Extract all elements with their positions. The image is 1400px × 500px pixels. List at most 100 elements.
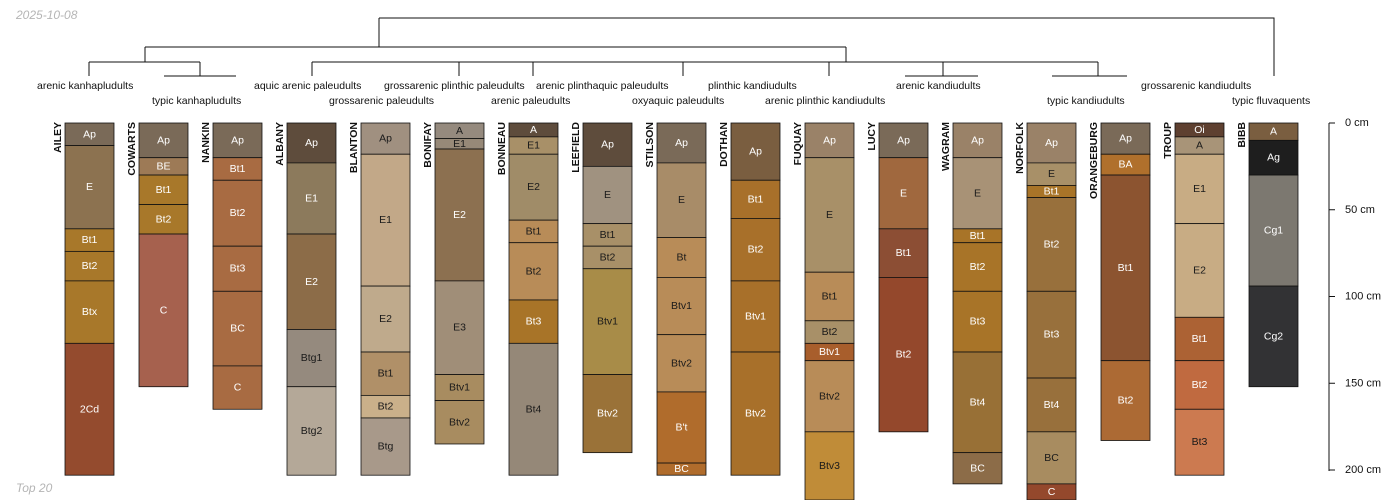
horizon-label: E1	[527, 140, 540, 152]
horizon-label: E2	[527, 181, 540, 193]
horizon-label: A	[1270, 126, 1277, 138]
soil-profile: Ap E1 E2 Btg1 Btg2 ALBANY	[274, 122, 337, 476]
horizon-label: A	[1196, 140, 1203, 152]
profile-name: BLANTON	[348, 122, 360, 173]
horizon-block	[804, 431, 855, 500]
horizon-label: Bt2	[748, 244, 764, 256]
depth-tick-label: 200 cm	[1345, 464, 1381, 476]
horizon-label: BC	[230, 323, 245, 335]
horizon-label: E2	[453, 209, 466, 221]
horizon-block	[804, 360, 855, 433]
horizon-label: Bt1	[526, 225, 542, 237]
horizon-block	[656, 162, 707, 238]
profile-name: ALBANY	[274, 122, 286, 166]
taxon-label: arenic kanhapludults	[37, 80, 133, 92]
horizon-label: B't	[676, 421, 688, 433]
horizon-block	[952, 122, 1003, 159]
horizon-label: Btv1	[819, 346, 840, 358]
horizon-label: Bt4	[1044, 399, 1060, 411]
horizon-label: Bt3	[526, 316, 542, 328]
horizon-label: 2Cd	[80, 403, 99, 415]
horizon-block	[1248, 139, 1299, 176]
horizon-label: Oi	[1194, 124, 1205, 136]
horizon-block	[730, 351, 781, 476]
horizon-block	[1174, 153, 1225, 225]
horizon-label: Btv1	[597, 316, 618, 328]
horizon-block	[952, 351, 1003, 454]
soil-profile: AE1 E2 E3 Btv1 Btv2 BONIFAY	[422, 122, 485, 445]
soil-profile: Ap BA Bt1 Bt2 ORANGEBURG	[1088, 122, 1151, 441]
horizon-label: A	[456, 125, 463, 137]
horizon-label: Bt4	[970, 396, 986, 408]
horizon-block	[360, 417, 411, 476]
horizon-label: Bt1	[600, 229, 616, 241]
horizon-label: Btx	[82, 306, 98, 318]
horizon-block	[434, 280, 485, 375]
horizon-label: Bt1	[896, 247, 912, 259]
soil-profile: Ap E Bt1 Bt2 LUCY	[866, 122, 929, 433]
horizon-block	[730, 280, 781, 353]
taxon-label: arenic plinthic kandiudults	[765, 95, 885, 107]
horizon-label: Ap	[897, 134, 910, 146]
horizon-label: Ap	[83, 128, 96, 140]
horizon-block	[286, 122, 337, 164]
horizon-label: Cg1	[1264, 225, 1283, 237]
horizon-label: E1	[379, 214, 392, 226]
horizon-block	[1248, 285, 1299, 388]
horizon-label: Bt1	[1192, 333, 1208, 345]
horizon-block	[656, 462, 707, 476]
horizon-block	[952, 452, 1003, 485]
horizon-label: E2	[1193, 264, 1206, 276]
date-label: 2025-10-08	[16, 8, 78, 22]
horizon-label: Ap	[823, 134, 836, 146]
profile-name: DOTHAN	[718, 122, 730, 167]
horizon-label: Bt1	[82, 234, 98, 246]
horizon-label: C	[234, 382, 242, 394]
soil-profile: Ap E Bt1 Bt2 Bt3 Bt4 BC WAGRAM	[940, 122, 1003, 485]
horizon-label: Bt2	[896, 349, 912, 361]
horizon-block	[1026, 431, 1077, 485]
horizon-label: Bt1	[1118, 262, 1134, 274]
soil-profile: Oi A E1 E2 Bt1 Bt2 Bt3 TROUP	[1162, 122, 1225, 476]
horizon-block	[730, 179, 781, 219]
profile-name: NANKIN	[200, 122, 212, 163]
soil-profile: Ap E Bt1 Bt2 Btv1 Btv2 Btv3 FUQUAY	[792, 122, 855, 500]
horizon-block	[1026, 483, 1077, 500]
horizon-block	[1174, 223, 1225, 318]
horizon-block	[508, 342, 559, 476]
horizon-block	[656, 237, 707, 278]
horizon-label: BE	[156, 160, 170, 172]
horizon-label: BA	[1118, 159, 1132, 171]
soil-profile: Ap E Bt1 Bt2 Btv1 Btv2 LEEFIELD	[570, 122, 633, 454]
horizon-label: Btv2	[671, 357, 692, 369]
soil-profile: Ap Bt1 Bt2 Btv1 Btv2 DOTHAN	[718, 122, 781, 476]
taxon-label: typic fluvaquents	[1232, 95, 1310, 107]
horizon-block	[1026, 377, 1077, 433]
horizon-block	[64, 145, 115, 230]
horizon-label: Bt3	[970, 316, 986, 328]
horizon-block	[1026, 197, 1077, 292]
horizon-label: Btg	[378, 441, 394, 453]
horizon-label: E2	[379, 313, 392, 325]
horizon-block	[1100, 122, 1151, 155]
profile-name: COWARTS	[126, 122, 138, 176]
horizon-label: C	[160, 304, 168, 316]
horizon-block	[952, 157, 1003, 230]
horizon-block	[656, 277, 707, 336]
horizon-block	[212, 245, 263, 292]
horizon-label: Btv1	[745, 310, 766, 322]
horizon-block	[138, 174, 189, 205]
horizon-label: Btv1	[671, 300, 692, 312]
horizon-block	[434, 400, 485, 445]
horizon-block	[730, 122, 781, 181]
horizon-block	[1248, 174, 1299, 287]
horizon-label: Bt3	[1192, 436, 1208, 448]
profile-name: BIBB	[1236, 122, 1248, 148]
horizon-label: BC	[1044, 452, 1059, 464]
dendrogram: arenic kanhapludults typic kanhapludults…	[37, 17, 1310, 107]
taxon-label: arenic plinthaquic paleudults	[536, 80, 669, 92]
horizon-label: BC	[674, 463, 689, 475]
horizon-label: Btv2	[819, 390, 840, 402]
horizon-label: C	[1048, 486, 1056, 498]
